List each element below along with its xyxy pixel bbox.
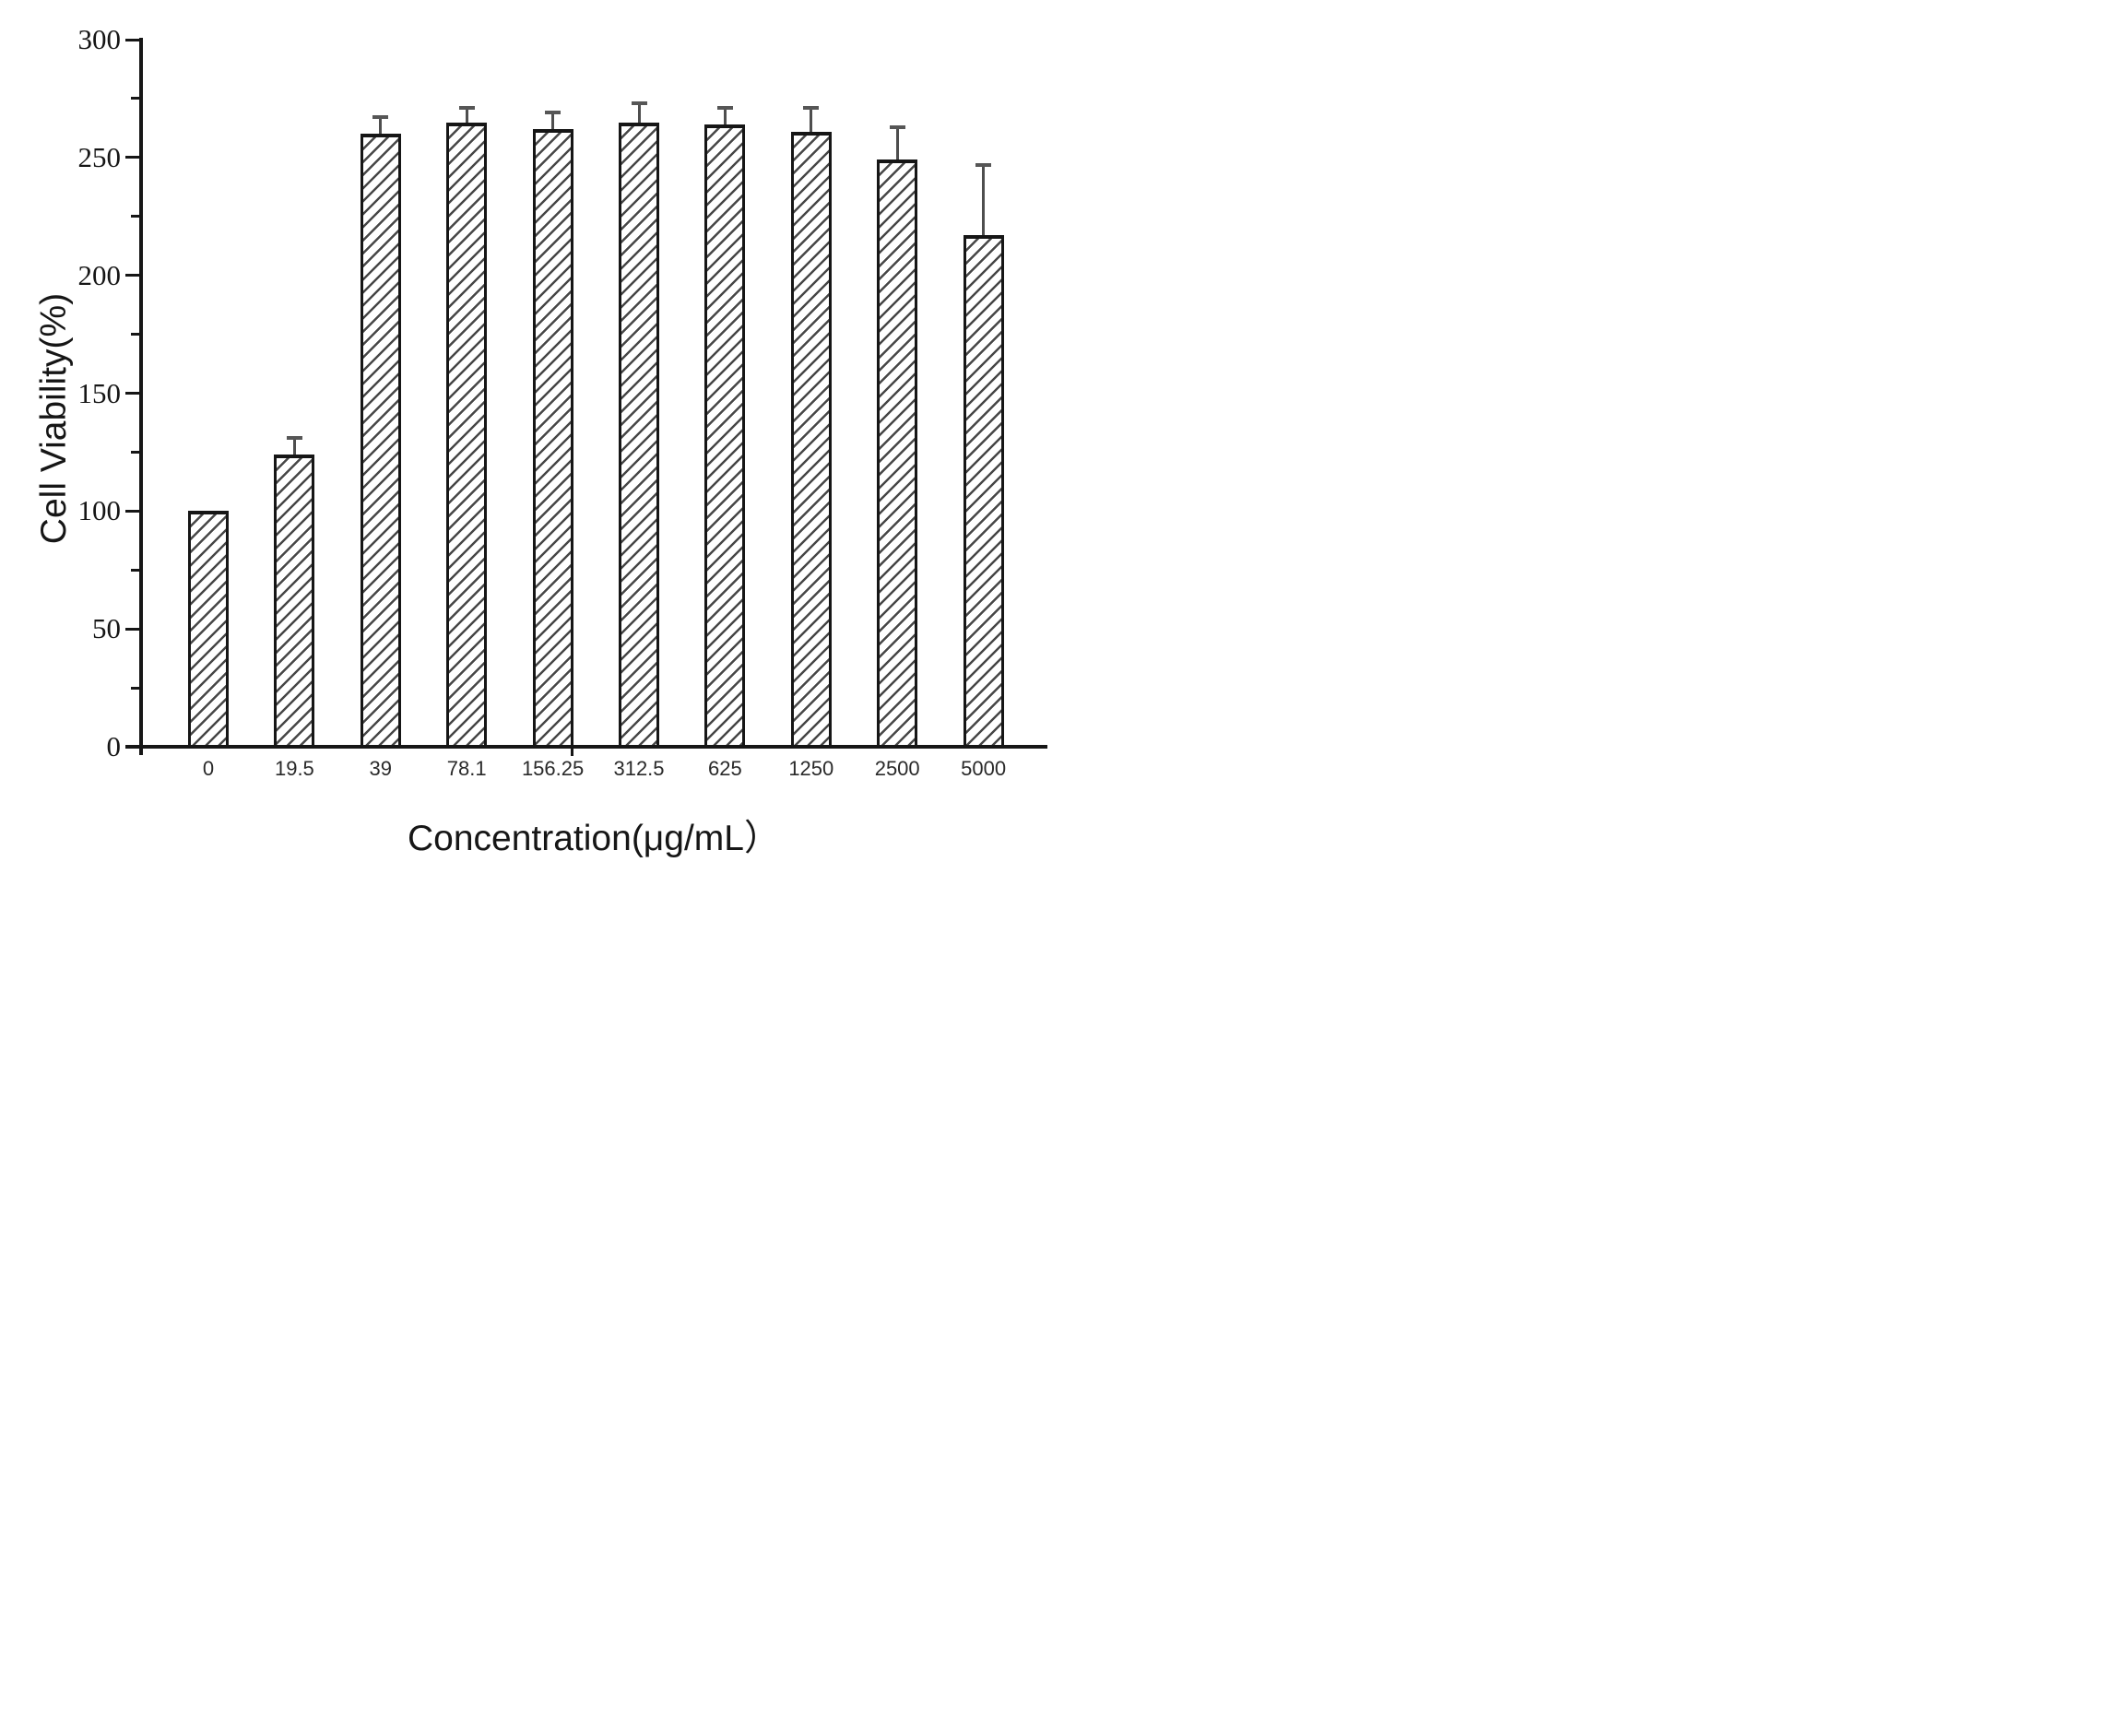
x-axis-line xyxy=(125,745,1047,749)
y-axis-line xyxy=(139,38,143,755)
x-tick-label: 39 xyxy=(369,757,393,780)
y-axis-major-tick xyxy=(125,274,139,278)
x-tick-label: 19.5 xyxy=(274,757,314,780)
y-axis-minor-tick xyxy=(131,450,139,454)
x-tick-label: 0 xyxy=(202,757,215,780)
error-bar-cap xyxy=(631,101,647,106)
y-tick-label: 250 xyxy=(77,140,122,173)
y-axis-minor-tick xyxy=(131,686,139,690)
error-bar-cap xyxy=(458,106,475,111)
error-bar-stem xyxy=(637,103,641,123)
y-axis-major-tick xyxy=(125,627,139,631)
x-tick-label: 78.1 xyxy=(446,757,487,780)
y-axis-major-tick xyxy=(125,392,139,396)
y-tick-label: 0 xyxy=(106,730,122,762)
error-bar-cap xyxy=(716,106,733,111)
bar-156.25 xyxy=(532,129,573,749)
error-bar-cap xyxy=(286,436,302,441)
y-axis-major-tick xyxy=(125,745,139,749)
y-axis-minor-tick xyxy=(131,97,139,100)
y-axis-major-tick xyxy=(125,156,139,159)
x-tick-label: 312.5 xyxy=(613,757,665,780)
error-bar-stem xyxy=(723,108,727,125)
y-tick-label: 300 xyxy=(77,23,122,56)
bar-5000 xyxy=(963,235,1004,749)
error-bar-cap xyxy=(545,111,562,115)
bar-1250 xyxy=(790,131,832,749)
y-axis-minor-tick xyxy=(131,568,139,572)
y-axis-major-tick xyxy=(125,509,139,513)
x-tick-label: 625 xyxy=(708,757,742,780)
error-bar-cap xyxy=(372,115,389,120)
bar-19.5 xyxy=(274,454,315,749)
error-bar-stem xyxy=(895,126,899,160)
x-tick-label: 2500 xyxy=(874,757,920,780)
y-axis-minor-tick xyxy=(131,333,139,337)
bar-312.5 xyxy=(619,122,659,749)
y-tick-label: 100 xyxy=(77,494,122,527)
error-bar-cap xyxy=(803,106,820,111)
error-bar-cap xyxy=(889,124,905,129)
bar-2500 xyxy=(877,159,918,749)
error-bar-stem xyxy=(551,112,555,130)
y-tick-label: 200 xyxy=(77,258,122,291)
bar-0 xyxy=(188,511,229,749)
error-bar-stem xyxy=(810,108,813,132)
x-tick-label: 156.25 xyxy=(521,757,585,780)
x-tick-label: 1250 xyxy=(788,757,834,780)
error-bar-stem xyxy=(982,164,986,236)
bar-39 xyxy=(360,134,401,749)
y-axis-minor-tick xyxy=(131,215,139,218)
error-bar-cap xyxy=(975,162,992,167)
x-tick-label: 5000 xyxy=(961,757,1007,780)
x-axis-title: Concentration(μg/mL） xyxy=(408,819,780,858)
bar-625 xyxy=(704,124,746,749)
y-tick-label: 50 xyxy=(92,612,121,645)
error-bar-stem xyxy=(379,117,383,135)
bar-chart: Cell Viability(%) Concentration(μg/mL） 0… xyxy=(0,0,1064,868)
bar-78.1 xyxy=(446,122,488,749)
error-bar-stem xyxy=(465,108,468,123)
y-tick-label: 150 xyxy=(77,376,122,409)
y-axis-major-tick xyxy=(125,38,139,41)
error-bar-stem xyxy=(292,438,296,455)
x-axis-minor-tick xyxy=(571,749,573,756)
